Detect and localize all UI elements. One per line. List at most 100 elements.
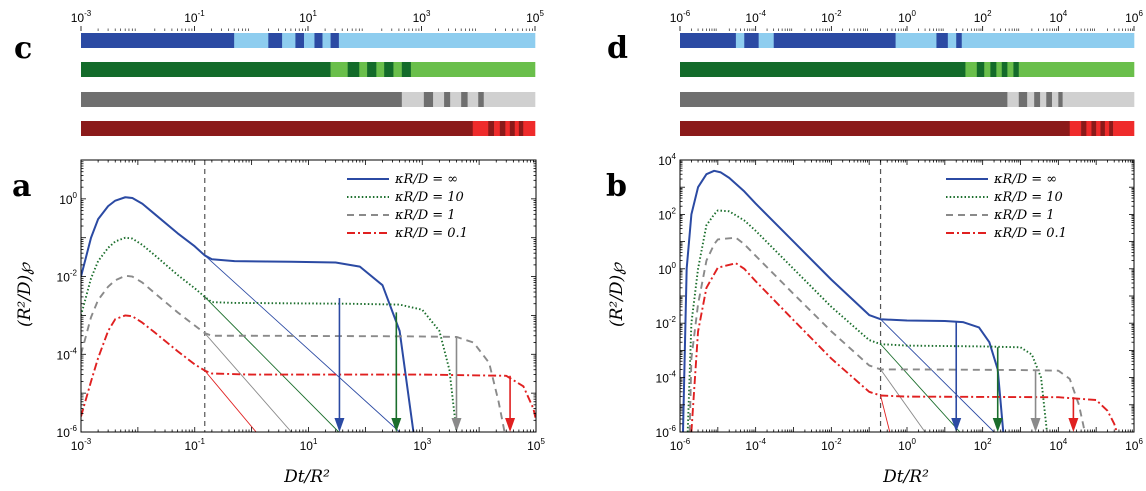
series-line-a-3 <box>81 314 536 421</box>
legend-entry-1: κR/D = 10 <box>993 190 1063 205</box>
band-segment-c-0-1 <box>234 33 269 48</box>
plot-panel-b: 10-6 10-4 10-2 100 102 104 106 10-6 10-4 10-2 100 1… <box>656 152 1144 453</box>
band-segment-d-2-2 <box>1018 92 1028 107</box>
band-tick-label: 10-6 <box>670 9 691 25</box>
panel-label-a: a <box>12 169 31 204</box>
band-segment-c-2-5 <box>450 92 462 107</box>
legend-entry-2: κR/D = 1 <box>993 208 1055 223</box>
axes-box-a <box>80 159 537 433</box>
band-segment-c-0-6 <box>314 33 323 48</box>
band-tick-label: 101 <box>299 9 317 25</box>
x-tick-label: 105 <box>527 437 545 453</box>
band-segment-d-2-6 <box>1046 92 1053 107</box>
x-tick-label: 10-2 <box>821 437 842 453</box>
band-segment-d-0-5 <box>895 33 937 48</box>
band-segment-c-0-5 <box>303 33 315 48</box>
band-segment-c-0-4 <box>295 33 305 48</box>
legend-a: κR/D = ∞ κR/D = 10 κR/D = 1 κR/D = 0.1 <box>347 172 468 241</box>
band-segment-c-3-6 <box>509 121 516 136</box>
legend-b: κR/D = ∞ κR/D = 10 κR/D = 1 κR/D = 0.1 <box>946 172 1067 241</box>
y-axis-label-b: (R²/D)℘ <box>607 262 627 327</box>
band-segment-d-2-1 <box>1007 92 1020 107</box>
y-tick-label: 10-6 <box>656 424 677 440</box>
legend-entry-0: κR/D = ∞ <box>993 172 1057 187</box>
band-segment-d-0-2 <box>744 33 759 48</box>
band-segment-c-1-8 <box>401 62 412 77</box>
band-segment-d-3-5 <box>1096 121 1101 136</box>
series-line-b-0 <box>682 169 1005 432</box>
x-tick-label: 100 <box>898 437 916 453</box>
asymptote-line-a-3 <box>204 370 257 432</box>
x-tick-label: 104 <box>1049 437 1067 453</box>
asymptote-line-a-0 <box>204 255 400 432</box>
band-segment-c-0-0 <box>81 33 235 48</box>
x-tick-label: 101 <box>300 437 318 453</box>
band-tick-label: 104 <box>1049 9 1067 25</box>
band-segment-d-2-3 <box>1027 92 1035 107</box>
band-segment-c-2-4 <box>444 92 451 107</box>
band-segment-c-1-3 <box>359 62 368 77</box>
asymptote-line-b-2 <box>880 369 926 432</box>
asymptote-line-b-1 <box>880 343 961 432</box>
band-segment-c-2-8 <box>478 92 485 107</box>
band-tick-label: 105 <box>526 9 544 25</box>
band-tick-label: 102 <box>974 9 992 25</box>
band-segment-d-1-4 <box>990 62 997 77</box>
legend-entry-1: κR/D = 10 <box>394 190 464 205</box>
x-tick-label: 10-1 <box>185 437 206 453</box>
plot-area-a <box>81 160 536 432</box>
legend-entry-0: κR/D = ∞ <box>394 172 458 187</box>
y-tick-label: 10-6 <box>57 424 78 440</box>
band-segment-d-2-9 <box>1062 92 1135 107</box>
arrow-head-b-2 <box>1030 418 1041 432</box>
band-segment-d-0-9 <box>961 33 1135 48</box>
axes-box-b <box>679 159 1135 433</box>
plot-panel-a: 10-3 10-1 101 103 105 10-6 10-4 10-2 100 κR/D = ∞… <box>57 159 545 453</box>
band-segment-c-0-2 <box>268 33 283 48</box>
panel-label-c: c <box>14 31 32 66</box>
plot-area-b <box>682 160 1118 432</box>
band-segment-c-1-9 <box>410 62 536 77</box>
band-segment-d-0-4 <box>773 33 896 48</box>
y-tick-label: 10-2 <box>57 269 78 285</box>
x-tick-label: 102 <box>974 437 992 453</box>
band-segment-d-2-7 <box>1051 92 1059 107</box>
series-line-b-2 <box>688 236 1086 432</box>
band-tick-label: 10-3 <box>71 9 92 25</box>
band-segment-c-3-7 <box>514 121 520 136</box>
band-segment-d-1-3 <box>984 62 991 77</box>
y-tick-label: 100 <box>59 191 77 207</box>
x-tick-label: 10-6 <box>670 437 691 453</box>
band-segment-c-3-3 <box>494 121 501 136</box>
band-segment-c-3-0 <box>81 121 474 136</box>
band-segment-d-3-2 <box>1081 121 1087 136</box>
band-segment-d-1-6 <box>1001 62 1008 77</box>
arrow-head-a-0 <box>334 418 345 432</box>
band-segment-d-3-0 <box>680 121 1071 136</box>
band-segment-d-1-9 <box>1018 62 1135 77</box>
y-tick-label: 102 <box>658 206 676 222</box>
y-tick-label: 10-2 <box>656 315 677 331</box>
band-segment-d-1-1 <box>965 62 978 77</box>
band-segment-c-3-1 <box>472 121 489 136</box>
band-segment-d-3-6 <box>1100 121 1106 136</box>
legend-entry-3: κR/D = 0.1 <box>394 226 468 241</box>
band-segment-d-0-3 <box>758 33 775 48</box>
asymptote-line-b-0 <box>880 318 995 432</box>
band-segment-c-0-9 <box>338 33 536 48</box>
band-segment-d-0-6 <box>936 33 949 48</box>
band-segment-c-2-2 <box>423 92 434 107</box>
band-segment-d-3-3 <box>1086 121 1092 136</box>
series-line-a-2 <box>81 274 506 432</box>
arrow-head-b-0 <box>951 418 962 432</box>
x-tick-label: 10-3 <box>71 437 92 453</box>
band-segment-d-2-8 <box>1058 92 1063 107</box>
band-panel-c: 10-3 10-1 101 103 105 <box>71 9 544 136</box>
band-segment-c-3-5 <box>505 121 511 136</box>
band-segment-c-1-2 <box>347 62 360 77</box>
asymptote-line-a-1 <box>204 296 340 432</box>
legend-entry-2: κR/D = 1 <box>394 208 456 223</box>
y-tick-label: 10-4 <box>57 346 78 362</box>
band-segment-d-1-5 <box>996 62 1003 77</box>
band-segment-d-1-2 <box>976 62 985 77</box>
